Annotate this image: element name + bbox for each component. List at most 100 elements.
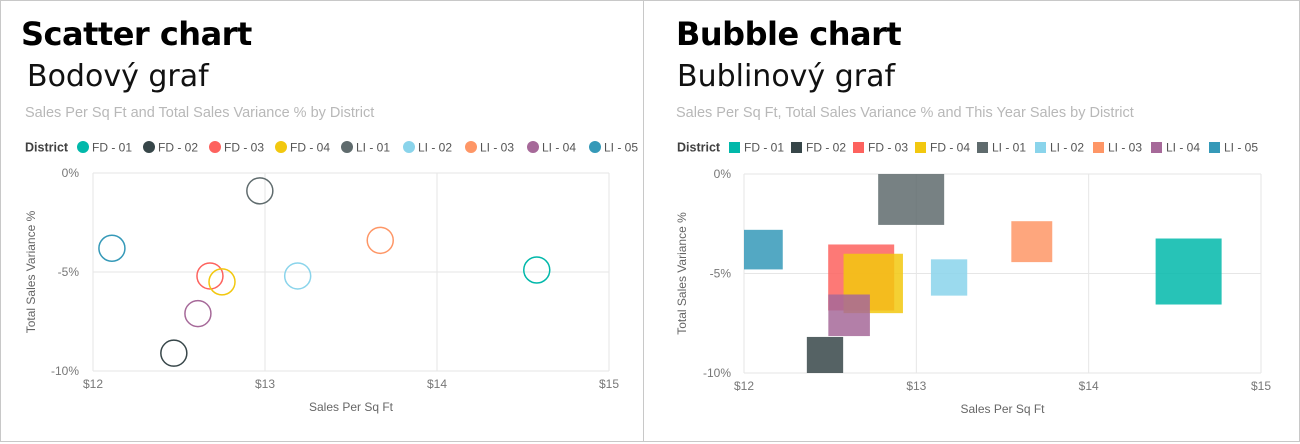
legend-item[interactable]: FD - 02 <box>791 141 846 155</box>
legend-item[interactable]: LI - 01 <box>341 141 390 155</box>
chart-title: Sales Per Sq Ft and Total Sales Variance… <box>25 105 375 121</box>
legend-swatch <box>1035 142 1046 153</box>
legend-label: LI - 02 <box>1050 141 1084 155</box>
bubble-li-04[interactable] <box>828 294 870 337</box>
legend-item[interactable]: LI - 01 <box>977 141 1026 155</box>
gridlines <box>92 172 610 372</box>
legend-label: LI - 05 <box>604 141 638 155</box>
legend-swatch <box>915 142 926 153</box>
point-fd-04[interactable] <box>208 268 236 296</box>
y-axis-label: Total Sales Variance % <box>675 212 689 335</box>
bubble-li-02[interactable] <box>930 259 968 296</box>
data-marks <box>98 177 551 367</box>
x-tick-label: $13 <box>906 379 926 393</box>
scatter-panel: Scatter chart Bodový graf Sales Per Sq F… <box>0 0 644 442</box>
x-axis-label: Sales Per Sq Ft <box>960 402 1045 416</box>
legend-swatch <box>977 142 988 153</box>
legend-label: FD - 02 <box>158 141 198 155</box>
data-marks <box>743 159 1222 373</box>
legend-swatch <box>465 141 477 153</box>
legend-label: FD - 01 <box>92 141 132 155</box>
y-tick-label: -10% <box>51 364 79 378</box>
legend-label: LI - 03 <box>1108 141 1142 155</box>
bubble-li-03[interactable] <box>1011 221 1053 263</box>
legend-label: FD - 03 <box>868 141 908 155</box>
chart-title: Sales Per Sq Ft, Total Sales Variance % … <box>676 105 1134 121</box>
legend-swatch <box>853 142 864 153</box>
panel-title-english: Bubble chart <box>676 15 902 53</box>
legend-item[interactable]: LI - 04 <box>1151 141 1200 155</box>
x-tick-label: $15 <box>1251 379 1271 393</box>
legend-item[interactable]: FD - 02 <box>143 141 198 155</box>
legend-swatch <box>589 141 601 153</box>
point-fd-03[interactable] <box>196 262 224 290</box>
legend-item[interactable]: LI - 04 <box>527 141 576 155</box>
x-tick-label: $13 <box>255 377 275 391</box>
legend-item[interactable]: FD - 03 <box>209 141 264 155</box>
legend-item[interactable]: LI - 02 <box>403 141 452 155</box>
panel-title-czech: Bublinový graf <box>677 59 896 94</box>
legend-label: FD - 03 <box>224 141 264 155</box>
legend-label: LI - 05 <box>1224 141 1258 155</box>
legend-label: LI - 04 <box>1166 141 1200 155</box>
legend: District FD - 01 FD - 02 FD - 03 FD - 04 LI -… <box>677 141 1258 155</box>
y-tick-label: -10% <box>703 366 731 380</box>
legend-label: LI - 01 <box>356 141 390 155</box>
legend-swatch <box>791 142 802 153</box>
panel-title-czech: Bodový graf <box>27 59 209 94</box>
x-tick-label: $14 <box>1079 379 1099 393</box>
legend-item[interactable]: LI - 03 <box>465 141 514 155</box>
point-fd-01[interactable] <box>523 256 551 284</box>
legend-item[interactable]: LI - 05 <box>1209 141 1258 155</box>
point-li-04[interactable] <box>184 299 212 328</box>
legend-item[interactable]: FD - 04 <box>275 141 330 155</box>
y-tick-label: -5% <box>58 265 80 279</box>
legend-swatch <box>729 142 740 153</box>
panel-title-english: Scatter chart <box>21 15 252 53</box>
legend-item[interactable]: LI - 03 <box>1093 141 1142 155</box>
legend-title: District <box>677 141 721 155</box>
legend-swatch <box>1209 142 1220 153</box>
point-li-02[interactable] <box>283 262 312 290</box>
legend-swatch <box>275 141 287 153</box>
legend-label: FD - 02 <box>806 141 846 155</box>
scatter-chart[interactable]: District FD - 01 FD - 02 FD - 03 FD - 04 LI -… <box>1 1 643 441</box>
legend-label: LI - 02 <box>418 141 452 155</box>
legend-item[interactable]: LI - 02 <box>1035 141 1084 155</box>
legend-label: FD - 04 <box>930 141 970 155</box>
x-tick-label: $12 <box>734 379 754 393</box>
legend-swatch <box>143 141 155 153</box>
legend-item[interactable]: FD - 04 <box>915 141 970 155</box>
axes: 0% -5% -10%$12 $13 $14 $15 Sales Per Sq Ft Tota… <box>675 167 1271 416</box>
point-li-05[interactable] <box>98 234 126 262</box>
y-axis-label: Total Sales Variance % <box>24 210 38 333</box>
y-tick-label: 0% <box>714 167 732 181</box>
legend-item[interactable]: FD - 03 <box>853 141 908 155</box>
legend-swatch <box>1093 142 1104 153</box>
point-li-03[interactable] <box>366 226 394 255</box>
bubble-li-05[interactable] <box>743 229 783 270</box>
legend-swatch <box>209 141 221 153</box>
legend-label: LI - 04 <box>542 141 576 155</box>
legend-label: FD - 01 <box>744 141 784 155</box>
bubble-fd-02[interactable] <box>806 336 844 373</box>
legend-swatch <box>77 141 89 153</box>
legend-swatch <box>1151 142 1162 153</box>
legend-item[interactable]: FD - 01 <box>77 141 132 155</box>
legend-swatch <box>527 141 539 153</box>
y-tick-label: -5% <box>710 267 732 281</box>
bubble-fd-01[interactable] <box>1155 238 1222 305</box>
legend-label: LI - 01 <box>992 141 1026 155</box>
bubble-chart[interactable]: District FD - 01 FD - 02 FD - 03 FD - 04 LI -… <box>644 1 1299 441</box>
point-fd-02[interactable] <box>160 339 188 367</box>
legend-title: District <box>25 141 69 155</box>
x-tick-label: $12 <box>83 377 103 391</box>
bubble-li-01[interactable] <box>878 159 945 225</box>
x-tick-label: $14 <box>427 377 447 391</box>
legend-item[interactable]: FD - 01 <box>729 141 784 155</box>
bubble-panel: Bubble chart Bublinový graf Sales Per Sq… <box>643 0 1300 442</box>
legend-item[interactable]: LI - 05 <box>589 141 638 155</box>
point-li-01[interactable] <box>246 177 274 205</box>
